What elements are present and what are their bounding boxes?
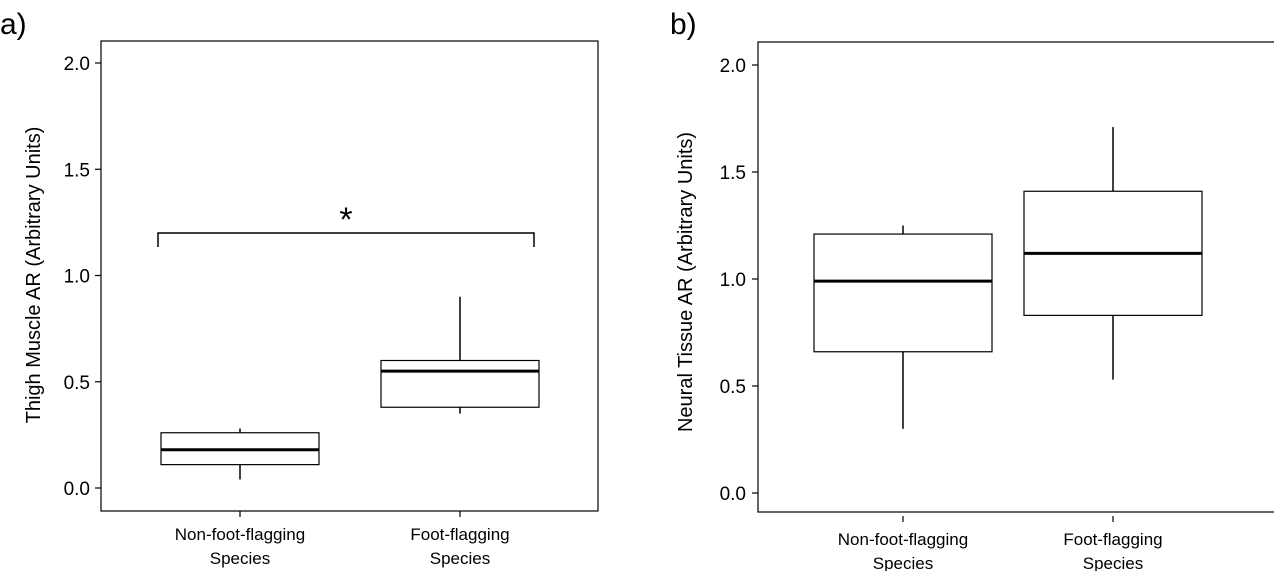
y-tick-label: 1.5: [720, 163, 746, 184]
category-label-line2: Species: [210, 549, 270, 568]
panel-a-thigh-muscle: a) Thigh Muscle AR (Arbitrary Units) 0.0…: [0, 8, 599, 568]
panel-a-y-ticks: 0.0 0.5 1.0 1.5 2.0: [64, 54, 101, 500]
y-tick-label: 2.0: [64, 54, 90, 75]
panel-b-categories: Non-foot-flagging Species Foot-flagging Spe…: [838, 516, 1163, 571]
panel-b-y-axis-label: Neural Tissue AR (Arbitrary Units): [675, 132, 697, 432]
panel-a-label: a): [0, 8, 27, 41]
category-label-line1: Non-foot-flagging: [175, 525, 305, 544]
panel-a-y-axis-label: Thigh Muscle AR (Arbitrary Units): [23, 127, 45, 424]
y-tick-label: 1.0: [720, 270, 746, 291]
y-tick-label: 0.5: [720, 377, 746, 398]
significance-bracket-line: [157, 232, 535, 247]
panel-b-neural-tissue: b) Neural Tissue AR (Arbitrary Units) 0.…: [670, 8, 1274, 571]
significance-asterisk: *: [339, 201, 352, 239]
panel-b-plot-frame: [757, 41, 1274, 513]
panel-a-significance-bracket: *: [157, 201, 535, 247]
y-tick-label: 2.0: [720, 56, 746, 77]
panel-a-boxes: [160, 296, 540, 480]
panel-b-y-ticks: 0.0 0.5 1.0 1.5 2.0: [720, 56, 758, 505]
category-label-line2: Species: [873, 554, 933, 571]
y-tick-label: 0.5: [64, 373, 90, 394]
category-label-line2: Species: [1083, 554, 1143, 571]
y-tick-label: 0.0: [64, 479, 90, 500]
panel-a-categories: Non-foot-flagging Species Foot-flagging Spe…: [175, 511, 510, 568]
panel-b-boxes: [813, 127, 1203, 429]
y-tick-label: 1.0: [64, 267, 90, 288]
panel-b-label: b): [670, 8, 697, 41]
category-label-line1: Non-foot-flagging: [838, 530, 968, 549]
category-label-line1: Foot-flagging: [410, 525, 509, 544]
iqr-box: [380, 359, 540, 408]
y-tick-label: 0.0: [720, 484, 746, 505]
category-label-line2: Species: [430, 549, 490, 568]
iqr-box: [813, 233, 993, 353]
y-tick-label: 1.5: [64, 160, 90, 181]
category-label-line1: Foot-flagging: [1063, 530, 1162, 549]
